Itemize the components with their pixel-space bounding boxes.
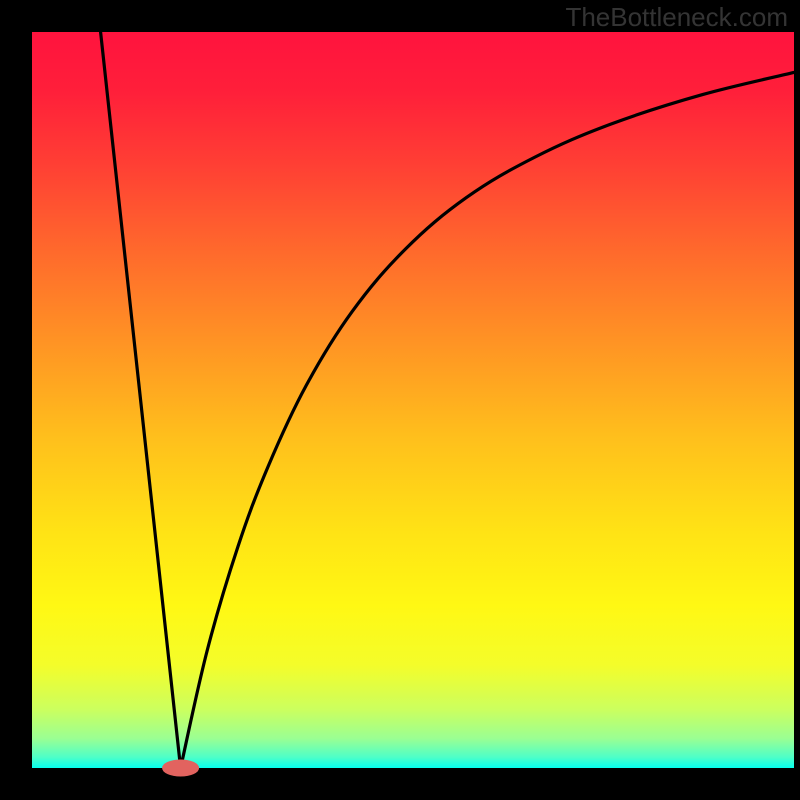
bottleneck-curve [101, 32, 794, 768]
chart-root: TheBottleneck.com [0, 0, 800, 800]
watermark-text: TheBottleneck.com [565, 2, 788, 33]
minimum-marker [163, 760, 199, 776]
curve-layer [0, 0, 800, 800]
